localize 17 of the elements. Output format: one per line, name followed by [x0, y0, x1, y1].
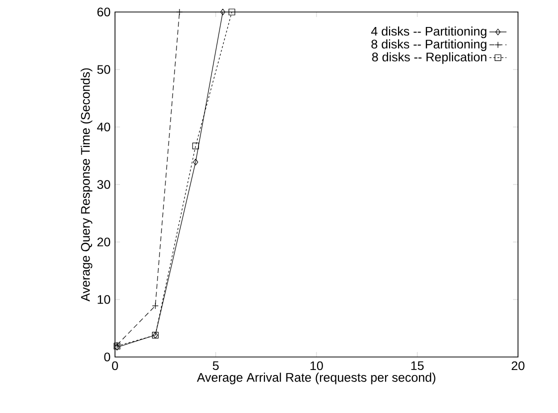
x-tick-label: 5 — [212, 361, 219, 370]
x-tick-label: 20 — [512, 361, 524, 370]
y-tick-label: 20 — [97, 238, 110, 246]
legend-label: 8 disks -- Replication — [372, 52, 486, 64]
y-tick-label: 10 — [98, 295, 110, 304]
legend-label: 4 disks -- Partitioning — [371, 26, 486, 38]
y-tick-label: 40 — [97, 122, 110, 132]
x-axis-title: Average Arrival Rate (requests per second) — [196, 372, 436, 384]
y-tick-label: 0 — [104, 352, 110, 362]
x-tick-label: 15 — [411, 361, 424, 370]
legend-label: 8 disks -- Partitioning — [371, 39, 486, 52]
y-tick-label: 60 — [97, 8, 110, 16]
x-tick-label: 0 — [112, 361, 118, 370]
y-tick-label: 50 — [97, 65, 110, 74]
x-tick-label: 10 — [310, 361, 323, 370]
y-axis-title: Average Query Response Time (Seconds) — [80, 68, 92, 302]
y-tick-label: 30 — [97, 180, 110, 189]
